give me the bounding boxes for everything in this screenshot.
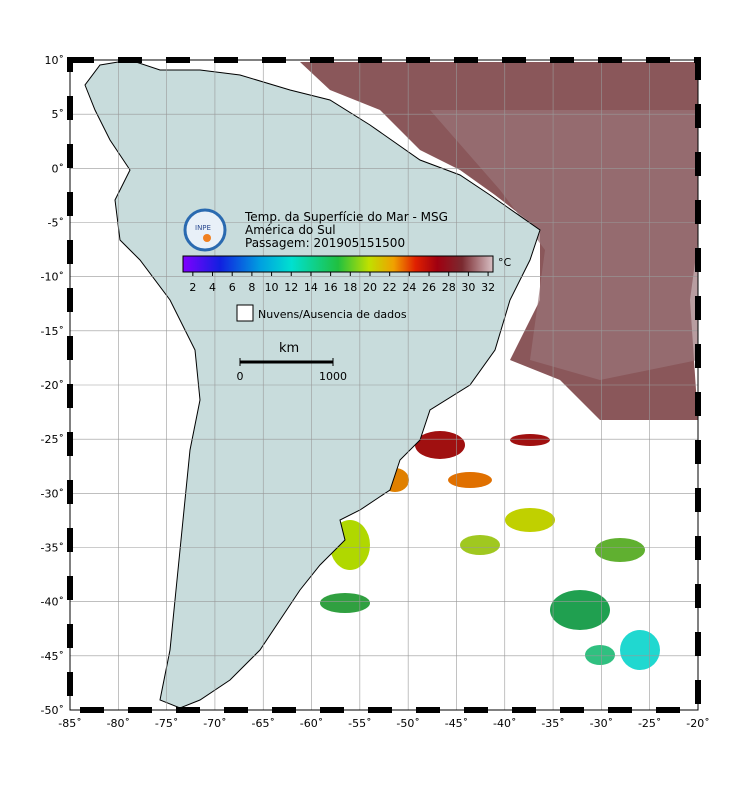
lon-label: -50˚: [396, 717, 419, 730]
sst-patch: [550, 590, 610, 630]
logo-text: INPE: [195, 224, 211, 232]
scale-label: 0: [237, 370, 244, 383]
warm-sst-area: [430, 110, 698, 380]
lat-label: -15˚: [41, 325, 64, 338]
legend-text: Nuvens/Ausencia de dados: [258, 308, 407, 321]
colorbar-label: 16: [324, 281, 338, 294]
lon-label: -20˚: [686, 717, 709, 730]
colorbar-label: 30: [461, 281, 475, 294]
lon-label: -75˚: [155, 717, 178, 730]
lon-label: -55˚: [348, 717, 371, 730]
colorbar-label: 26: [422, 281, 436, 294]
lon-label: -70˚: [203, 717, 226, 730]
lon-label: -35˚: [541, 717, 564, 730]
colorbar-label: 8: [248, 281, 255, 294]
colorbar: [182, 255, 494, 273]
colorbar-label: 18: [343, 281, 357, 294]
sst-patch: [585, 645, 615, 665]
colorbar-label: 10: [265, 281, 279, 294]
sst-patch: [595, 538, 645, 562]
colorbar-unit: °C: [498, 256, 512, 269]
colorbar-label: 4: [209, 281, 216, 294]
title-line: América do Sul: [245, 223, 336, 237]
lat-label: -50˚: [41, 704, 64, 717]
lon-label: -25˚: [638, 717, 661, 730]
title-line: Temp. da Superfície do Mar - MSG: [244, 210, 448, 224]
lat-label: -30˚: [41, 487, 64, 500]
lat-label: -45˚: [41, 650, 64, 663]
sst-patch: [510, 434, 550, 446]
sst-patch: [415, 431, 465, 459]
sst-patch: [460, 535, 500, 555]
colorbar-label: 14: [304, 281, 318, 294]
sst-patch: [320, 593, 370, 613]
lon-label: -45˚: [445, 717, 468, 730]
colorbar-label: 28: [442, 281, 456, 294]
lat-label: -25˚: [41, 433, 64, 446]
lat-label: -10˚: [41, 271, 64, 284]
lat-label: 10˚: [45, 54, 65, 67]
colorbar-label: 22: [383, 281, 397, 294]
colorbar-label: 20: [363, 281, 377, 294]
lon-label: -40˚: [493, 717, 516, 730]
lon-label: -30˚: [590, 717, 613, 730]
lon-label: -85˚: [58, 717, 81, 730]
lat-label: -20˚: [41, 379, 64, 392]
lon-label: -65˚: [251, 717, 274, 730]
sst-patch: [505, 508, 555, 532]
colorbar-label: 2: [189, 281, 196, 294]
lat-label: 5˚: [52, 108, 65, 121]
sst-patch: [620, 630, 660, 670]
map-frame-line: [69, 59, 699, 711]
lon-label: -80˚: [107, 717, 130, 730]
lat-label: 0˚: [52, 162, 65, 175]
no-data-swatch: [236, 304, 254, 322]
logo-dot: [203, 234, 211, 242]
colorbar-label: 12: [284, 281, 298, 294]
lat-label: -40˚: [41, 596, 64, 609]
sst-patch: [448, 472, 492, 488]
title-line: Passagem: 201905151500: [245, 236, 405, 250]
logo-circle: [183, 208, 227, 252]
lat-label: -5˚: [48, 217, 64, 230]
logo: INPE: [183, 208, 227, 252]
lon-label: -60˚: [300, 717, 323, 730]
scale-label: 1000: [319, 370, 347, 383]
lat-label: -35˚: [41, 542, 64, 555]
colorbar-label: 32: [481, 281, 495, 294]
scale-unit: km: [279, 341, 299, 356]
colorbar-label: 24: [402, 281, 416, 294]
colorbar-label: 6: [229, 281, 236, 294]
